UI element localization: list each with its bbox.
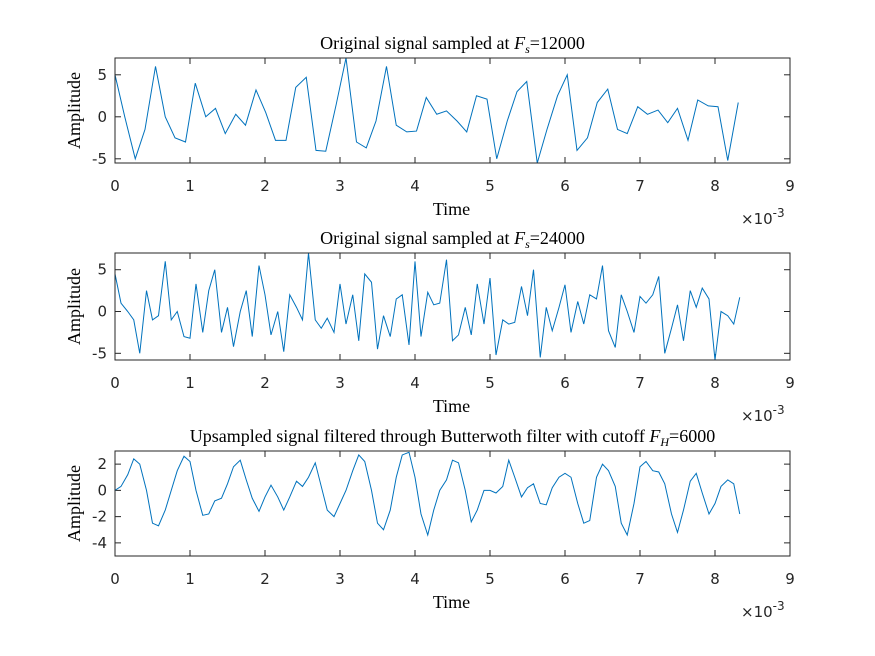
x-tick-label: 8: [710, 374, 720, 392]
x-tick-label: 7: [635, 570, 645, 588]
y-tick-label: -2: [92, 508, 107, 526]
y-tick-label: 5: [97, 261, 107, 279]
axes-box: [114, 57, 791, 164]
axes-background: [115, 253, 790, 360]
exponent-base: ×10: [741, 210, 773, 228]
x-tick-label: 3: [335, 374, 345, 392]
x-tick-label: 5: [485, 570, 495, 588]
x-tick-label: 0: [110, 177, 120, 195]
x-tick-label: 4: [410, 374, 420, 392]
y-tick-label: 0: [97, 108, 107, 126]
x-tick-label: 3: [335, 177, 345, 195]
title-text: Original signal sampled at: [320, 33, 514, 53]
panel-title: Upsampled signal filtered through Butter…: [190, 426, 715, 449]
exponent-power: -3: [773, 599, 785, 613]
axes-background: [115, 451, 790, 556]
x-tick-label: 2: [260, 570, 270, 588]
signal-line: [115, 58, 739, 163]
x-exponent: ×10-3: [741, 206, 785, 228]
x-tick-label: 5: [485, 374, 495, 392]
title-value: =24000: [530, 228, 585, 248]
axes-background: [115, 58, 790, 163]
x-tick-label: 0: [110, 374, 120, 392]
x-tick-label: 9: [785, 374, 795, 392]
title-symbol: F: [513, 33, 526, 53]
title-text: Upsampled signal filtered through Butter…: [190, 426, 650, 446]
x-tick-label: 6: [560, 177, 570, 195]
x-tick-label: 8: [710, 177, 720, 195]
panel-title: Original signal sampled at Fs=24000: [320, 228, 585, 251]
x-tick-label: 7: [635, 374, 645, 392]
title-value: =12000: [530, 33, 585, 53]
signal-line: [115, 253, 741, 360]
x-exponent: ×10-3: [741, 599, 785, 621]
x-tick-label: 4: [410, 177, 420, 195]
x-tick-label: 9: [785, 177, 795, 195]
x-tick-label: 1: [185, 374, 195, 392]
title-subscript: s: [525, 237, 530, 251]
title-subscript: s: [525, 42, 530, 56]
y-tick-label: -4: [92, 534, 107, 552]
y-axis-label: Amplitude: [64, 465, 84, 542]
panel-title: Original signal sampled at Fs=12000: [320, 33, 585, 56]
y-tick-label: -5: [92, 344, 107, 362]
y-axis-label: Amplitude: [64, 72, 84, 149]
x-tick-label: 2: [260, 177, 270, 195]
exponent-power: -3: [773, 206, 785, 220]
signal-line: [115, 451, 741, 537]
y-tick-label: -5: [92, 150, 107, 168]
x-tick-label: 7: [635, 177, 645, 195]
y-tick-label: 5: [97, 66, 107, 84]
exponent-base: ×10: [741, 603, 773, 621]
x-tick-label: 0: [110, 570, 120, 588]
x-tick-label: 6: [560, 374, 570, 392]
x-tick-label: 1: [185, 177, 195, 195]
x-tick-label: 1: [185, 570, 195, 588]
x-axis-label: Time: [433, 199, 470, 219]
x-tick-label: 2: [260, 374, 270, 392]
x-exponent: ×10-3: [741, 403, 785, 425]
x-tick-label: 5: [485, 177, 495, 195]
x-tick-label: 8: [710, 570, 720, 588]
x-axis-label: Time: [433, 396, 470, 416]
x-tick-label: 4: [410, 570, 420, 588]
title-symbol: F: [513, 228, 526, 248]
x-axis-label: Time: [433, 592, 470, 612]
y-tick-label: 0: [97, 481, 107, 499]
y-tick-label: 0: [97, 303, 107, 321]
x-tick-label: 6: [560, 570, 570, 588]
y-tick-label: 2: [97, 455, 107, 473]
x-tick-label: 3: [335, 570, 345, 588]
title-value: =6000: [669, 426, 715, 446]
axes-box: [114, 252, 791, 361]
title-text: Original signal sampled at: [320, 228, 514, 248]
title-symbol: F: [648, 426, 661, 446]
y-axis-label: Amplitude: [64, 268, 84, 345]
axes-box: [114, 450, 791, 557]
exponent-power: -3: [773, 403, 785, 417]
title-subscript: H: [659, 435, 670, 449]
exponent-base: ×10: [741, 407, 773, 425]
x-tick-label: 9: [785, 570, 795, 588]
